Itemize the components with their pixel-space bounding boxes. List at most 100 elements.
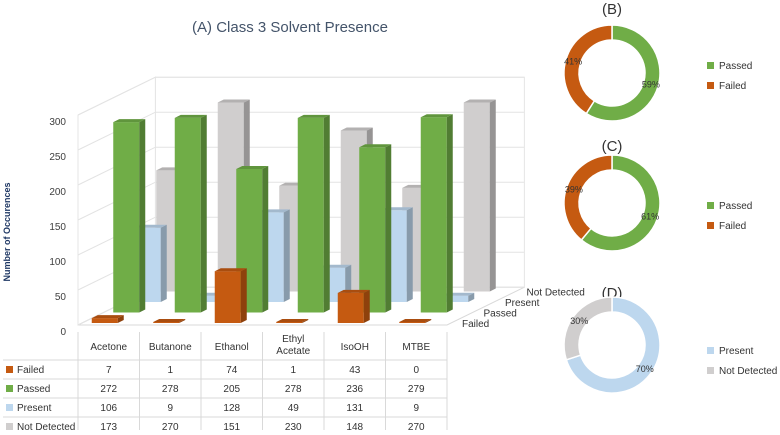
table-cell: 1: [290, 365, 296, 376]
donut-legend-swatch: [707, 367, 714, 374]
bar-side: [425, 319, 432, 323]
y-tick-label: 300: [49, 117, 66, 128]
donut-legend-swatch: [707, 202, 714, 209]
bar-side: [323, 114, 330, 313]
bar-top: [276, 319, 309, 322]
bar-side: [283, 209, 290, 302]
bar-top: [297, 114, 330, 118]
bar-side: [262, 166, 269, 313]
data-table: Acetone Butanone Ethanol Ethyl Acetate IsoOH M…: [3, 332, 448, 435]
table-cell: 270: [162, 422, 179, 430]
table-cell: 230: [285, 422, 302, 430]
bar-front: [214, 271, 241, 323]
table-cell: 43: [349, 365, 361, 376]
donut-slice-label: 30%: [570, 316, 588, 326]
bar-front: [153, 322, 180, 323]
donut-slice-failed: [563, 24, 613, 115]
legend-swatch-present: [6, 404, 13, 411]
table-cell: 106: [100, 403, 117, 414]
gridline: [77, 181, 525, 221]
bar-top: [214, 268, 247, 272]
y-tick-label: 150: [49, 222, 66, 233]
bar-side: [240, 268, 247, 323]
bar-top: [463, 99, 496, 103]
bar-front: [337, 292, 364, 323]
donut-slice-label: 61%: [641, 212, 659, 222]
depth-label-not-detected: Not Detected: [527, 288, 585, 299]
donut-slice-passed: [580, 154, 661, 252]
gridline: [77, 111, 525, 151]
bar-top: [174, 114, 207, 118]
bar-top: [359, 144, 392, 148]
legend-swatch-failed: [6, 366, 13, 373]
bar-side: [139, 119, 146, 313]
table-cell: 7: [106, 365, 112, 376]
donut-legend-swatch: [707, 222, 714, 229]
bar-front: [399, 322, 426, 323]
donut-slice-failed: [563, 154, 613, 242]
y-tick-label: 0: [60, 327, 66, 338]
donut-slice-not-detected: [563, 296, 613, 361]
depth-label-present: Present: [505, 298, 540, 309]
table-header-ethanol: Ethanol: [215, 342, 249, 353]
bar-top: [113, 119, 146, 123]
donut-slice-label: 59%: [642, 79, 660, 89]
table-cell: 278: [285, 384, 302, 395]
bar-front: [297, 117, 324, 313]
donut-legend-label: Not Detected: [719, 366, 777, 377]
donut-legend-label: Passed: [719, 201, 752, 212]
table-row: Failed 7 1 74 1 43 0: [6, 365, 419, 376]
donut-slice-label: 41%: [564, 57, 582, 67]
bar-front: [91, 318, 118, 323]
bar-passed-acetone: [113, 119, 146, 313]
table-cell: 9: [413, 403, 419, 414]
bar-top: [399, 319, 432, 322]
table-cell: 173: [100, 422, 117, 430]
y-tick-label: 200: [49, 187, 66, 198]
table-cell: 131: [346, 403, 363, 414]
bar-side: [489, 99, 496, 292]
donut-slice-label: 70%: [636, 364, 654, 374]
donut-legend-swatch: [707, 82, 714, 89]
table-header-acetone: Acetone: [90, 342, 127, 353]
donut-slice-passed: [585, 24, 661, 122]
table-cell: 148: [346, 422, 363, 430]
depth-label-passed: Passed: [484, 309, 517, 320]
donut-chart-b: (B) 59% 41% Passed Failed: [563, 1, 752, 122]
table-cell: 236: [346, 384, 363, 395]
gridline: [77, 146, 525, 186]
bar-passed-ethyl-acetate: [297, 114, 330, 313]
main-chart-title: (A) Class 3 Solvent Presence: [192, 19, 388, 36]
table-cell: 9: [167, 403, 173, 414]
main-chart-ylabel: Number of Occurences: [2, 182, 12, 281]
bar-side: [117, 315, 124, 323]
depth-label-failed: Failed: [462, 319, 489, 330]
bar-side: [302, 319, 309, 323]
y-tick-label: 50: [55, 292, 67, 303]
table-header-isooh: IsoOH: [341, 342, 369, 353]
bar-side: [446, 114, 453, 313]
bar-passed-mtbe: [420, 114, 453, 313]
bar-front: [463, 102, 490, 292]
bar-front: [196, 295, 223, 302]
donut-chart-c: (C) 61% 39% Passed Failed: [563, 138, 752, 252]
table-row: Not Detected 173 270 151 230 148 270: [6, 422, 425, 433]
bar-side: [385, 144, 392, 313]
donut-legend-label: Present: [719, 346, 754, 357]
table-header-butanone: Butanone: [149, 342, 192, 353]
bar-front: [174, 117, 201, 313]
y-tick-label: 100: [49, 257, 66, 268]
table-cell: 0: [413, 365, 419, 376]
bar-front: [359, 147, 386, 313]
donut-legend-label: Passed: [719, 61, 752, 72]
bar-top: [340, 127, 373, 131]
table-header-line: Acetate: [276, 346, 310, 357]
bar-top: [153, 319, 186, 322]
donut-slice-label: 39%: [565, 184, 583, 194]
table-header-mtbe: MTBE: [402, 342, 430, 353]
donut-legend-swatch: [707, 347, 714, 354]
table-cell: 49: [288, 403, 300, 414]
table-cell: 278: [162, 384, 179, 395]
bar-front: [113, 122, 140, 313]
